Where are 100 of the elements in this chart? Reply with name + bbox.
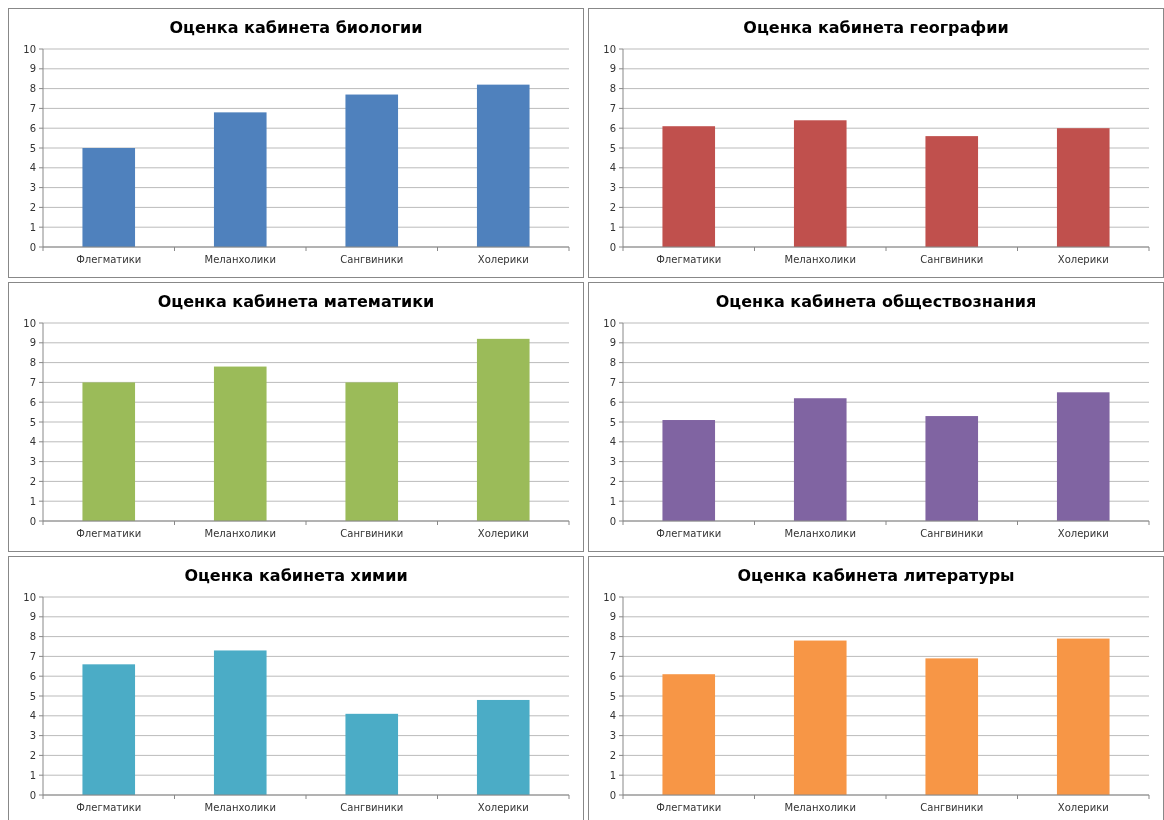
bar	[213, 650, 267, 795]
y-tick-label: 6	[609, 396, 616, 408]
x-tick-label: Флегматики	[76, 802, 142, 813]
y-tick-label: 3	[29, 182, 36, 194]
y-tick-label: 6	[29, 122, 36, 134]
y-tick-label: 1	[609, 495, 616, 507]
y-tick-label: 1	[609, 769, 616, 781]
x-tick-label: Меланхолики	[784, 254, 856, 265]
x-tick-label: Флегматики	[656, 528, 722, 539]
bar	[82, 664, 136, 795]
y-tick-label: 3	[29, 456, 36, 468]
chart-title: Оценка кабинета обществознания	[715, 292, 1037, 311]
chart-title: Оценка кабинета биологии	[169, 18, 423, 37]
bar	[662, 126, 716, 247]
y-tick-label: 5	[609, 690, 616, 702]
y-tick-label: 5	[29, 690, 36, 702]
y-tick-label: 6	[609, 670, 616, 682]
x-tick-label: Флегматики	[76, 528, 142, 539]
bar	[793, 398, 847, 521]
y-tick-label: 1	[29, 495, 36, 507]
bar	[925, 416, 979, 521]
y-tick-label: 2	[29, 475, 36, 487]
chart-title: Оценка кабинета математики	[157, 292, 435, 311]
y-tick-label: 0	[29, 789, 36, 801]
y-tick-label: 2	[29, 201, 36, 213]
x-tick-label: Сангвиники	[340, 254, 404, 265]
bar	[1056, 638, 1110, 795]
y-tick-label: 7	[29, 376, 36, 388]
bar	[82, 382, 136, 521]
bar	[793, 120, 847, 247]
y-tick-label: 4	[29, 710, 36, 722]
y-tick-label: 8	[29, 357, 36, 369]
y-tick-label: 5	[29, 416, 36, 428]
x-tick-label: Меланхолики	[784, 802, 856, 813]
y-tick-label: 10	[23, 317, 36, 329]
y-tick-label: 6	[29, 670, 36, 682]
x-tick-label: Холерики	[1057, 528, 1109, 539]
y-tick-label: 10	[603, 591, 616, 603]
bar	[476, 84, 530, 247]
bar	[662, 420, 716, 521]
y-tick-label: 3	[609, 730, 616, 742]
bar	[345, 94, 399, 247]
bar	[1056, 392, 1110, 521]
x-tick-label: Меланхолики	[784, 528, 856, 539]
bar	[925, 658, 979, 795]
y-tick-label: 4	[29, 436, 36, 448]
y-tick-label: 3	[609, 182, 616, 194]
y-tick-label: 9	[609, 611, 616, 623]
bar	[345, 713, 399, 795]
y-tick-label: 7	[609, 650, 616, 662]
y-tick-label: 7	[609, 376, 616, 388]
y-tick-label: 4	[609, 436, 616, 448]
y-tick-label: 7	[29, 102, 36, 114]
x-tick-label: Холерики	[1057, 254, 1109, 265]
y-tick-label: 10	[603, 43, 616, 55]
y-tick-label: 2	[609, 475, 616, 487]
x-tick-label: Сангвиники	[920, 802, 984, 813]
y-tick-label: 5	[609, 142, 616, 154]
x-tick-label: Сангвиники	[920, 254, 984, 265]
bar	[345, 382, 399, 521]
y-tick-label: 9	[609, 63, 616, 75]
x-tick-label: Сангвиники	[340, 528, 404, 539]
x-tick-label: Меланхолики	[204, 802, 276, 813]
y-tick-label: 1	[29, 221, 36, 233]
y-tick-label: 0	[29, 515, 36, 527]
x-tick-label: Сангвиники	[340, 802, 404, 813]
x-tick-label: Холерики	[477, 802, 529, 813]
bar	[82, 148, 136, 247]
y-tick-label: 6	[29, 396, 36, 408]
bar	[213, 112, 267, 247]
x-tick-label: Холерики	[1057, 802, 1109, 813]
bar	[793, 640, 847, 795]
y-tick-label: 8	[29, 83, 36, 95]
bar	[476, 699, 530, 795]
x-tick-label: Холерики	[477, 254, 529, 265]
bar	[662, 674, 716, 795]
y-tick-label: 10	[23, 43, 36, 55]
y-tick-label: 5	[29, 142, 36, 154]
x-tick-label: Флегматики	[656, 254, 722, 265]
x-tick-label: Сангвиники	[920, 528, 984, 539]
bar	[1056, 128, 1110, 247]
x-tick-label: Меланхолики	[204, 254, 276, 265]
x-tick-label: Флегматики	[76, 254, 142, 265]
y-tick-label: 9	[29, 63, 36, 75]
y-tick-label: 10	[603, 317, 616, 329]
y-tick-label: 0	[609, 241, 616, 253]
y-tick-label: 3	[609, 456, 616, 468]
y-tick-label: 8	[609, 631, 616, 643]
y-tick-label: 0	[609, 515, 616, 527]
y-tick-label: 9	[29, 611, 36, 623]
bar	[213, 366, 267, 521]
y-tick-label: 7	[609, 102, 616, 114]
y-tick-label: 2	[609, 749, 616, 761]
y-tick-label: 9	[29, 337, 36, 349]
y-tick-label: 8	[29, 631, 36, 643]
y-tick-label: 0	[609, 789, 616, 801]
y-tick-label: 2	[609, 201, 616, 213]
chart-title: Оценка кабинета географии	[743, 18, 1009, 37]
chart-title: Оценка кабинета литературы	[737, 566, 1015, 585]
x-tick-label: Холерики	[477, 528, 529, 539]
